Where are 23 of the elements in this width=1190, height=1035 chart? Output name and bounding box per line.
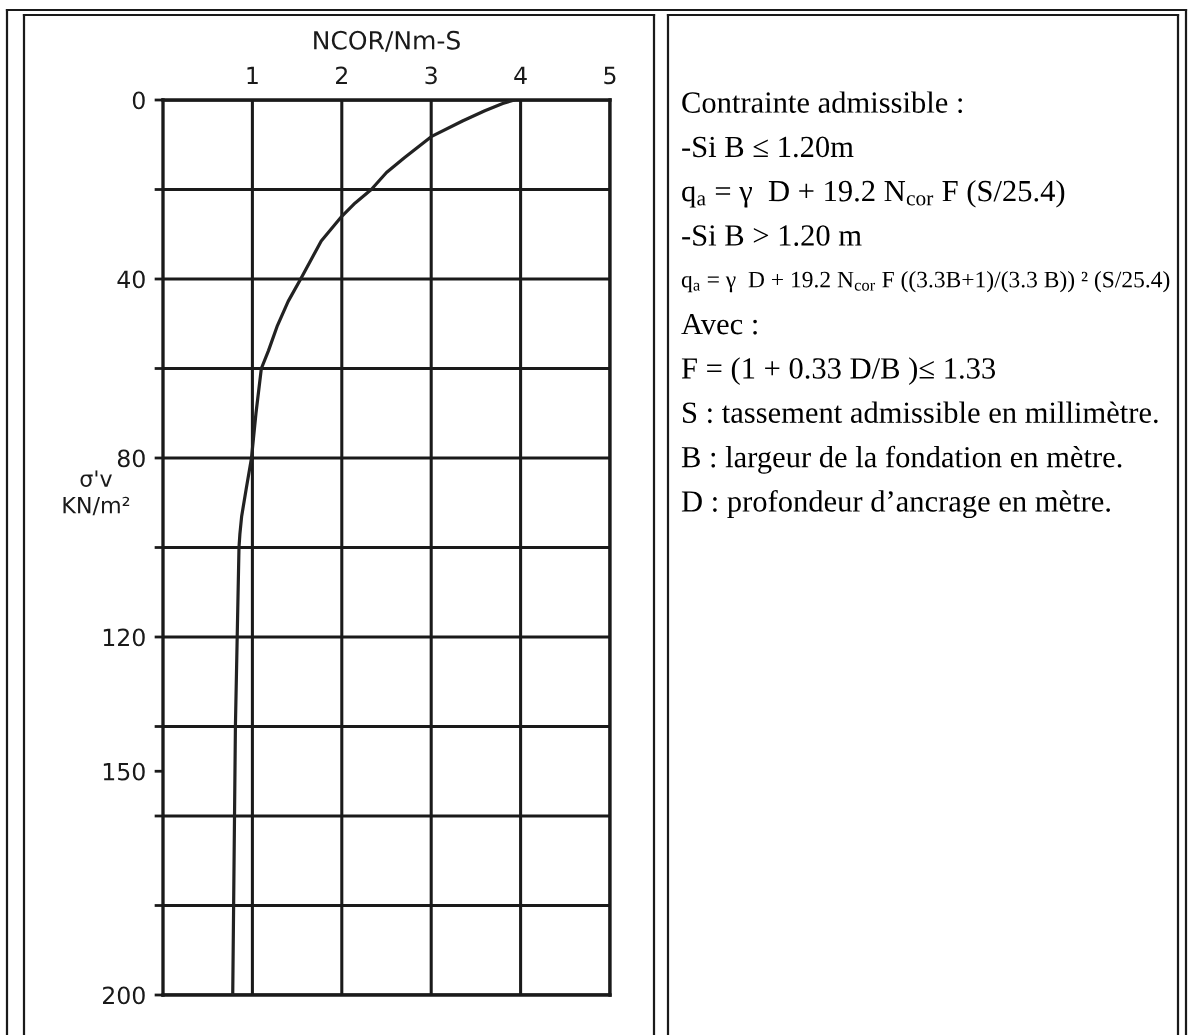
x-tick-label: 2 [336, 66, 347, 84]
y-tick-label: 120 [103, 628, 145, 647]
text: -Si B > 1.20 m [682, 225, 862, 246]
text: B : largeur de la fondation en mètre. [681, 445, 1122, 474]
text: F = (1 + 0.33 D/B )≤ 1.33 [681, 357, 996, 385]
text: q$_{a}$ = γ D + 19.2 N$_{cor}$ F (S/25.4) [682, 179, 1065, 208]
y-tick-label: 0 [132, 91, 145, 110]
x-tick-label: 5 [604, 66, 616, 85]
x-tick-label: 3 [425, 66, 437, 85]
y-tick-label: 40 [117, 270, 145, 289]
text: D : profondeur d’ancrage en mètre. [681, 489, 1110, 519]
y-tick-label: 80 [117, 449, 145, 468]
text: Contrainte admissible : [682, 91, 962, 114]
text: S : tassement admissible en millimètre. [683, 401, 1158, 424]
y-tick-label: 200 [103, 986, 145, 1005]
y-axis-title: σ'v KN/m² [63, 470, 130, 516]
x-axis-title: NCOR/Nm-S [314, 30, 460, 52]
y-tick-label: 150 [103, 762, 145, 781]
text: -Si B ≤ 1.20m [682, 136, 854, 158]
x-tick-label: 4 [514, 66, 527, 84]
x-tick-label: 1 [247, 66, 258, 84]
text: Avec : [681, 313, 757, 335]
text: q$_{a}$ = γ D + 19.2 N$_{cor}$ F ((3.3B+1)/(3.3 B)) ² (S/25.4) [681, 270, 1170, 293]
